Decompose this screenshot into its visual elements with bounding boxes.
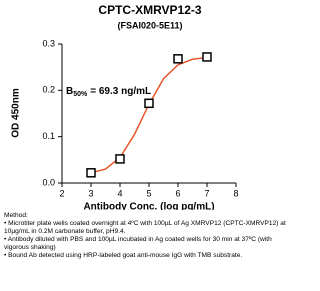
annotation-subscript: 50%	[73, 91, 88, 98]
chart-subtitle: (FSAI020-5E11)	[117, 20, 182, 30]
annotation-rest: = 69.3 ng/mL	[90, 86, 151, 97]
x-axis-label: Antibody Conc. (log pg/mL)	[83, 202, 214, 210]
y-axis-label: OD 450nm	[11, 88, 22, 138]
x-tick-label: 3	[88, 188, 93, 198]
method-item: • Microtiter plate wells coated overnigh…	[4, 220, 286, 235]
x-tick-label: 2	[59, 188, 64, 198]
x-tick-label: 6	[175, 188, 180, 198]
data-point	[115, 154, 125, 164]
x-tick-label: 5	[146, 188, 151, 198]
x-tick-label: 4	[117, 188, 122, 198]
method-item: • Antibody diluted with PBS and 100µL in…	[4, 236, 272, 251]
annotation-text: B	[66, 86, 73, 97]
method-items: • Microtiter plate wells coated overnigh…	[4, 220, 296, 260]
data-point	[86, 168, 96, 178]
y-tick-label: 0.2	[42, 85, 55, 95]
method-title: Method:	[4, 212, 28, 219]
y-tick-label: 0.3	[42, 38, 55, 48]
method: Method: • Microtiter plate wells coated …	[4, 212, 296, 260]
x-tick-label: 7	[204, 188, 209, 198]
page: CPTC-XMRVP12-3 (FSAI020-5E11) OD 450nm A…	[4, 3, 296, 260]
method-item: • Bound Ab detected using HRP-labeled go…	[4, 252, 243, 259]
y-tick-label: 0.0	[42, 177, 55, 187]
annotation: B50% = 69.3 ng/mL	[66, 86, 151, 98]
chart-title: CPTC-XMRVP12-3	[98, 3, 201, 17]
data-point	[202, 52, 212, 62]
data-point	[173, 54, 183, 64]
chart: CPTC-XMRVP12-3 (FSAI020-5E11) OD 450nm A…	[11, 3, 239, 210]
y-tick-label: 0.1	[42, 131, 55, 141]
x-tick-label: 8	[233, 188, 238, 198]
fit-curve	[90, 56, 208, 174]
data-point	[144, 98, 154, 109]
